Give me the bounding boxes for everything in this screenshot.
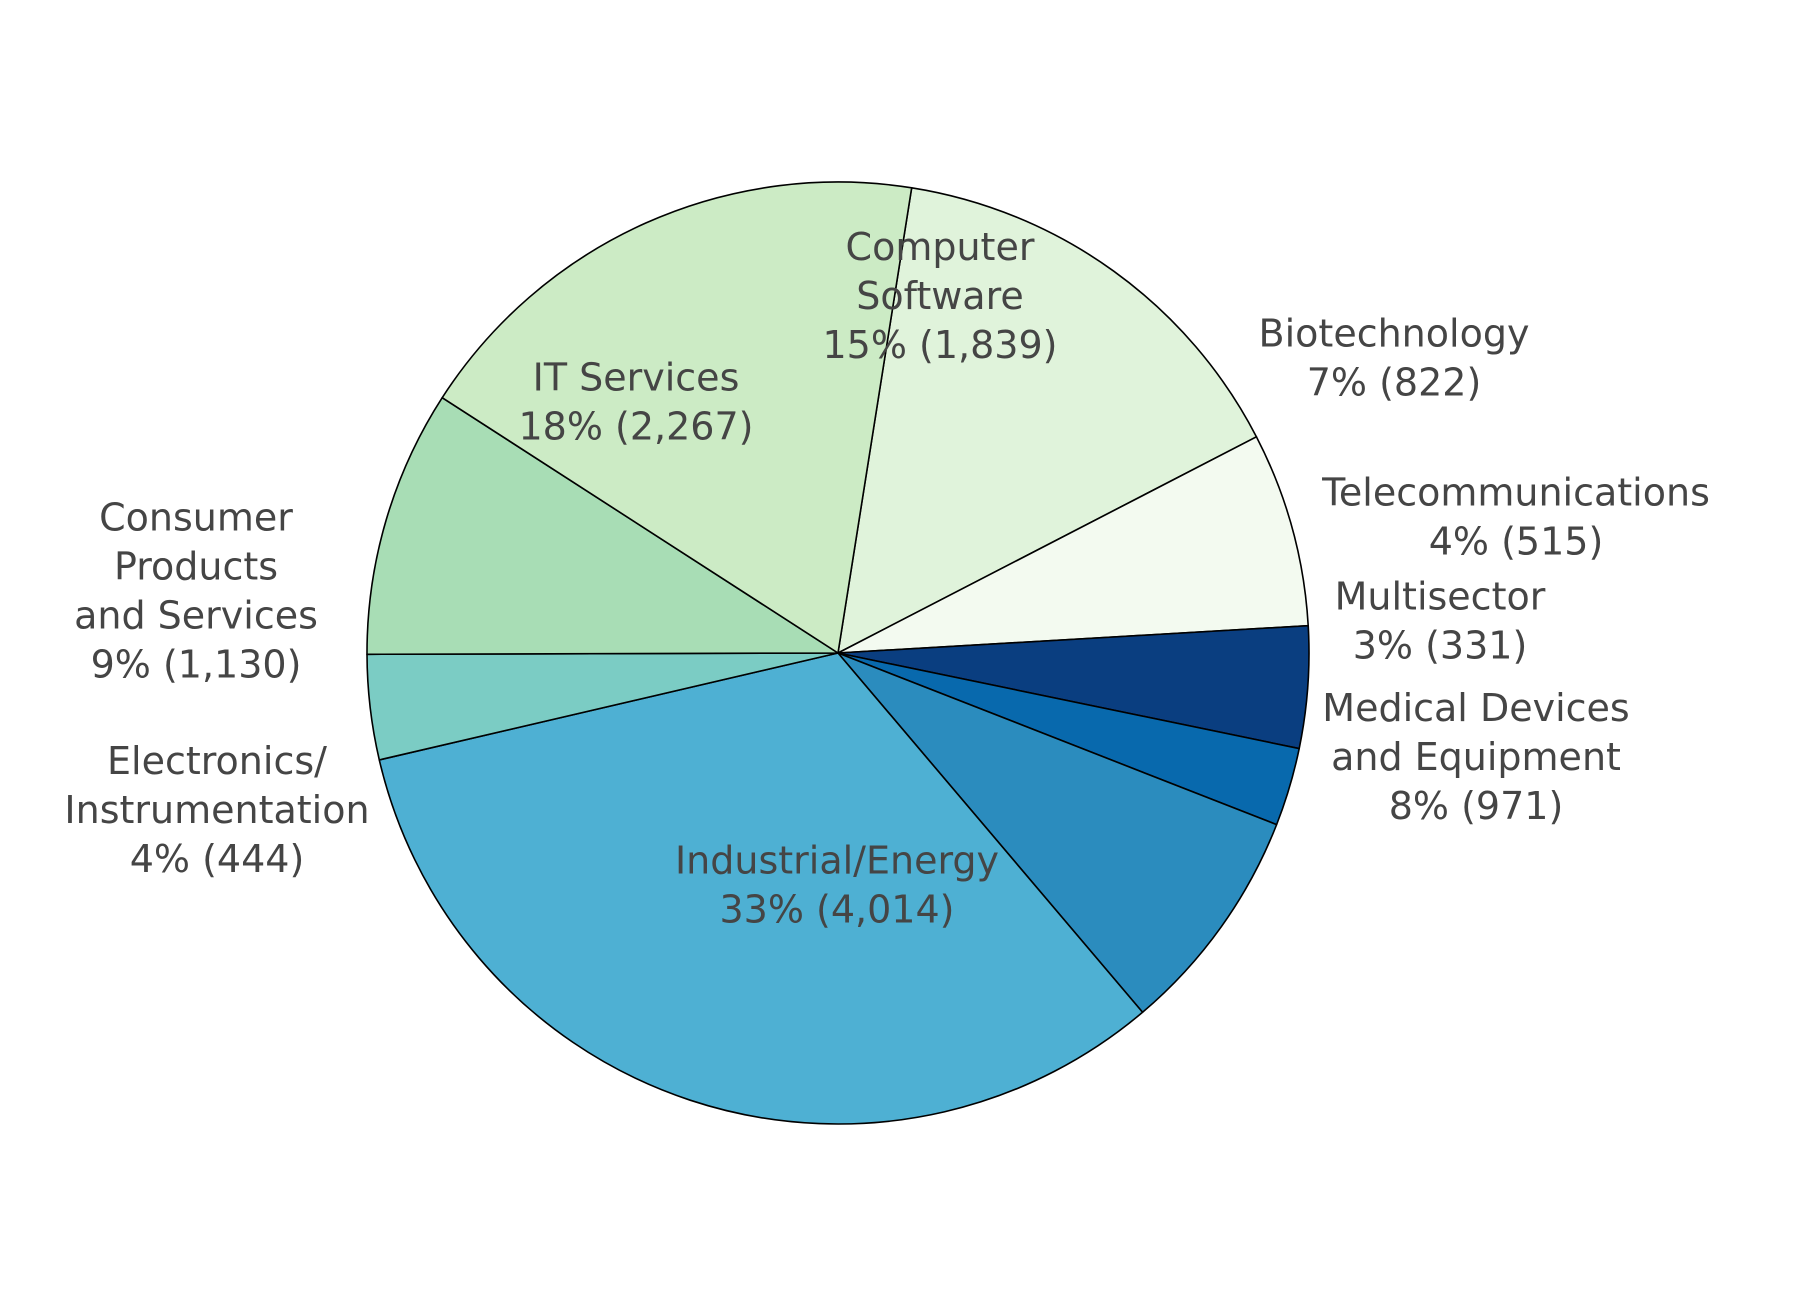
slice-label-line: Instrumentation <box>64 788 369 832</box>
slice-label-it-services: IT Services 18% (2,267) <box>519 356 754 449</box>
slice-label-line: Computer <box>846 225 1035 269</box>
pie-slice-it-services <box>441 181 913 654</box>
slice-label-electronics-instrumentation: Electronics/Instrumentation 4% (444) <box>64 739 369 881</box>
slice-label-line: 7% (822) <box>1307 361 1482 405</box>
slice-label-line: Medical Devices <box>1322 686 1629 730</box>
slice-label-line: 9% (1,130) <box>91 643 302 687</box>
slice-label-line: Products <box>114 545 278 589</box>
pie-slice-consumer-products-and-services <box>366 396 839 656</box>
slice-label-line: Electronics/ <box>107 739 327 783</box>
slice-label-consumer-products-and-services: Consumer Products and Services 9% (1,130) <box>74 496 318 687</box>
pie-labels: Computer Software 15% (1,839) Biotechnology… <box>64 225 1709 932</box>
slice-label-line: 8% (971) <box>1389 784 1564 828</box>
pie-slice-computer-software <box>837 187 1258 654</box>
slice-label-line: 33% (4,014) <box>720 888 955 932</box>
pie-slice-medical-devices-and-equipment <box>837 652 1278 1014</box>
slice-label-computer-software: Computer Software 15% (1,839) <box>823 225 1058 367</box>
slice-label-industrial-energy: Industrial/Energy 33% (4,014) <box>675 839 999 932</box>
slice-label-line: 18% (2,267) <box>519 405 754 449</box>
pie-slice-industrial-energy <box>378 652 1144 1125</box>
slice-label-line: 3% (331) <box>1353 624 1528 668</box>
pie-slice-biotechnology <box>837 436 1310 654</box>
slice-label-line: Industrial/Energy <box>675 839 999 883</box>
slice-label-line: and Equipment <box>1331 735 1621 779</box>
slice-label-medical-devices-and-equipment: Medical Devices and Equipment 8% (971) <box>1322 686 1629 828</box>
slice-label-line: IT Services <box>533 356 740 400</box>
slice-label-line: Consumer <box>99 496 293 540</box>
slice-label-multisector: Multisector 3% (331) <box>1335 575 1546 668</box>
slice-label-line: Biotechnology <box>1259 312 1530 356</box>
slice-label-line: 4% (444) <box>130 837 305 881</box>
slice-label-line: and Services <box>74 594 318 638</box>
pie-slices <box>366 181 1310 1125</box>
slice-label-line: 4% (515) <box>1429 520 1604 564</box>
slice-label-line: Telecommunications <box>1321 471 1710 515</box>
slice-label-line: Multisector <box>1335 575 1546 619</box>
slice-label-line: 15% (1,839) <box>823 323 1058 367</box>
slice-label-line: Software <box>856 274 1024 318</box>
slice-label-telecommunications: Telecommunications 4% (515) <box>1321 471 1710 564</box>
slice-label-biotechnology: Biotechnology 7% (822) <box>1259 312 1530 405</box>
